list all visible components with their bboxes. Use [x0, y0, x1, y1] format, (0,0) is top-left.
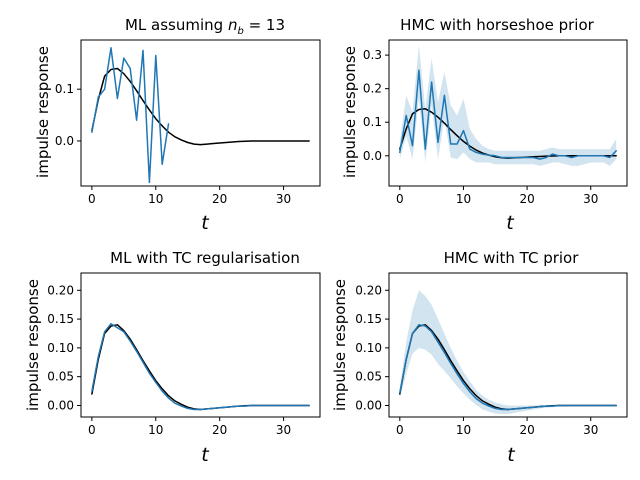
- y-axis-label: impulse response: [24, 279, 42, 411]
- x-tick-label: 10: [456, 423, 471, 437]
- x-tick-label: 0: [88, 192, 96, 206]
- y-tick-label: 0.15: [47, 312, 74, 326]
- panel-ml-tc: ML with TC regularisation impulse respon…: [24, 249, 321, 466]
- y-axis-label: impulse response: [331, 279, 349, 411]
- axes-frame: [388, 39, 628, 187]
- x-axis-label: t: [507, 444, 516, 466]
- estimate-line: [91, 47, 170, 184]
- y-tick-label: 0.05: [355, 370, 382, 384]
- y-tick-label: 0.00: [47, 398, 74, 412]
- axes-frame: [80, 39, 321, 187]
- plot-area: 0 10 20 30 0.00 0.05 0.10 0.15 0.20: [47, 272, 321, 437]
- x-axis-label: t: [506, 212, 515, 234]
- plot-area: 0 10 20 30 0.00 0.05 0.10 0.15 0.20: [355, 272, 628, 437]
- y-tick-label: 0.3: [363, 48, 382, 62]
- axes-frame: [388, 272, 628, 418]
- x-tick-label: 0: [396, 192, 404, 206]
- panel-title: ML assuming nb = 13: [125, 16, 285, 37]
- credible-band: [399, 290, 617, 415]
- estimate-line: [399, 324, 617, 411]
- x-tick-label: 0: [88, 423, 96, 437]
- x-tick-label: 10: [456, 192, 471, 206]
- y-axis-label: impulse response: [34, 46, 52, 178]
- x-tick-label: 30: [583, 192, 598, 206]
- panel-title: HMC with TC prior: [444, 249, 580, 267]
- x-axis-label: t: [201, 444, 210, 466]
- x-tick-label: 30: [276, 423, 291, 437]
- estimate-line: [399, 69, 617, 160]
- y-tick-label: 0.1: [363, 115, 382, 129]
- x-tick-label: 0: [396, 423, 404, 437]
- x-tick-label: 30: [276, 192, 291, 206]
- panel-hmc-horseshoe: HMC with horseshoe prior impulse respons…: [341, 16, 628, 234]
- x-tick-label: 20: [519, 192, 534, 206]
- true-response-line: [91, 324, 310, 411]
- credible-band: [399, 45, 617, 166]
- y-tick-label: 0.2: [363, 82, 382, 96]
- x-tick-label: 30: [583, 423, 598, 437]
- y-tick-label: 0.10: [47, 341, 74, 355]
- panel-title: HMC with horseshoe prior: [400, 16, 594, 34]
- y-tick-label: 0.10: [355, 341, 382, 355]
- x-tick-label: 20: [212, 423, 227, 437]
- y-tick-label: 0.05: [47, 370, 74, 384]
- plot-area: 0 10 20 30 0.0 0.1 0.2 0.3: [363, 39, 628, 206]
- axes-frame: [80, 272, 321, 418]
- x-axis-label: t: [201, 212, 210, 234]
- y-axis-label: impulse response: [341, 46, 359, 178]
- x-tick-label: 20: [212, 192, 227, 206]
- y-tick-label: 0.20: [47, 283, 74, 297]
- y-tick-label: 0.1: [55, 82, 74, 96]
- x-tick-label: 10: [148, 192, 163, 206]
- y-tick-label: 0.0: [55, 134, 74, 148]
- x-tick-label: 10: [148, 423, 163, 437]
- panel-ml-nb13: ML assuming nb = 13 impulse response t 0…: [34, 16, 321, 234]
- y-tick-label: 0.20: [355, 283, 382, 297]
- true-response-line: [91, 67, 310, 146]
- x-tick-label: 20: [519, 423, 534, 437]
- y-tick-label: 0.0: [363, 149, 382, 163]
- y-tick-label: 0.00: [355, 398, 382, 412]
- plot-area: 0 10 20 30 0.0 0.1: [55, 39, 321, 206]
- y-tick-label: 0.15: [355, 312, 382, 326]
- panel-hmc-tc: HMC with TC prior impulse response t 0 10…: [331, 249, 628, 466]
- panel-title: ML with TC regularisation: [110, 249, 300, 267]
- estimate-line: [91, 322, 310, 411]
